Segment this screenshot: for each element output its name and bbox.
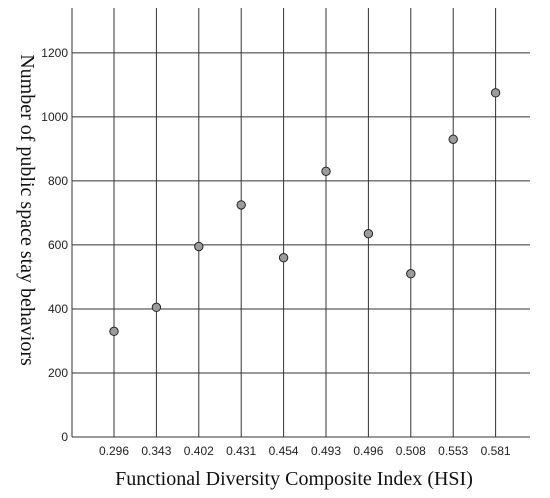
y-tick-label: 0 [61, 430, 68, 444]
data-point [363, 229, 374, 239]
x-tick-label: 0.553 [438, 444, 468, 458]
data-point [490, 88, 501, 98]
y-tick-labels: 0 200 400 600 800 1000 1200 [41, 46, 68, 444]
x-tick-label: 0.581 [481, 444, 511, 458]
y-tick-label: 200 [48, 366, 68, 380]
x-tick-label: 0.343 [141, 444, 171, 458]
x-tick-label: 0.496 [353, 444, 383, 458]
data-point [236, 200, 246, 210]
data-point [109, 326, 119, 337]
x-tick-labels: 0.296 0.343 0.402 0.431 0.454 0.493 0.496 0.508… [99, 444, 511, 458]
x-tick-label: 0.296 [99, 444, 129, 458]
y-axis-title: Number of public space stay behaviors [16, 54, 38, 366]
x-tick-label: 0.493 [311, 444, 341, 458]
y-tick-label: 1000 [41, 110, 68, 124]
data-point [194, 241, 204, 252]
y-tick-label: 1200 [41, 46, 68, 60]
x-axis-title: Functional Diversity Composite Index (HS… [115, 468, 473, 490]
data-point [448, 134, 458, 144]
data-point [151, 302, 162, 313]
x-tick-label: 0.431 [226, 444, 256, 458]
x-tick-label: 0.402 [184, 444, 214, 458]
y-tick-label: 600 [48, 238, 68, 252]
data-point [321, 166, 331, 176]
data-point [406, 269, 416, 279]
y-tick-label: 800 [48, 174, 68, 188]
y-tick-label: 400 [48, 302, 68, 316]
x-tick-label: 0.454 [269, 444, 299, 458]
x-tick-label: 0.508 [396, 444, 426, 458]
data-point [278, 253, 289, 263]
grid-lines [71, 8, 530, 438]
data-points [109, 88, 501, 337]
